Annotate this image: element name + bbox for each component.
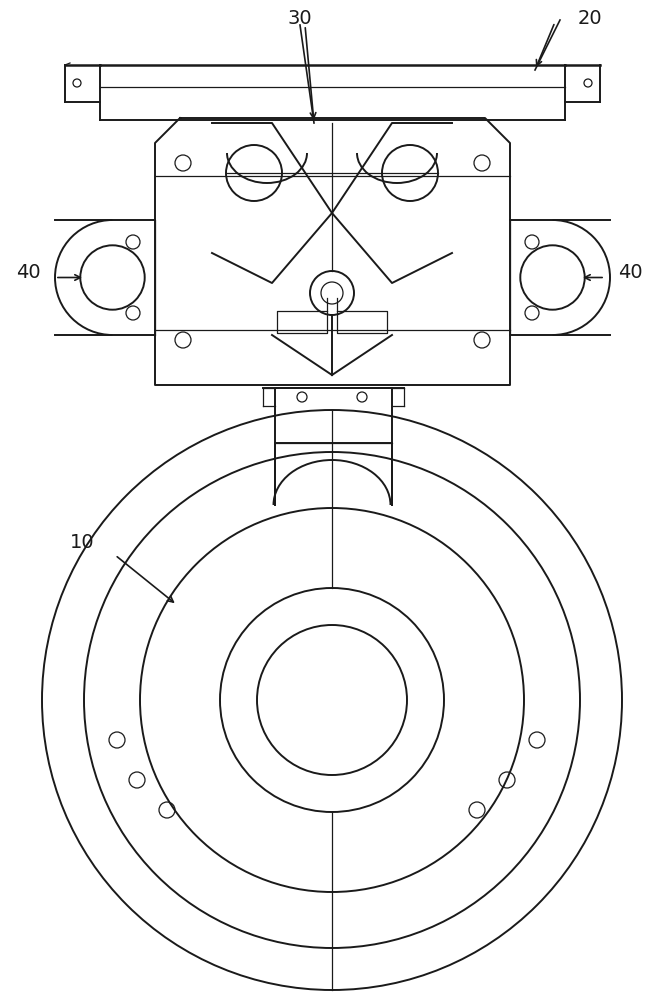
Text: 40: 40	[618, 263, 642, 282]
Text: 40: 40	[16, 263, 41, 282]
Text: 30: 30	[288, 8, 312, 27]
Text: 10: 10	[70, 532, 94, 552]
Text: 20: 20	[578, 8, 602, 27]
